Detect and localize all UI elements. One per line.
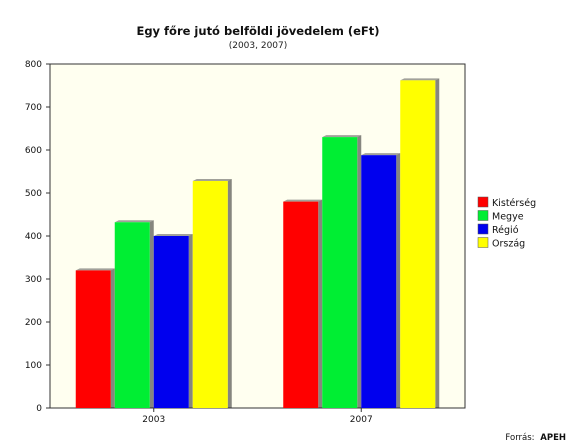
legend-swatch — [477, 223, 489, 235]
legend-label: Ország — [492, 239, 525, 250]
bar — [114, 220, 154, 408]
bar-shade — [318, 199, 323, 408]
legend-swatch — [477, 237, 489, 248]
bar — [322, 135, 362, 408]
bar — [283, 199, 323, 408]
chart-subtitle: (2003, 2007) — [229, 41, 288, 51]
bar — [75, 268, 115, 408]
bar-shade — [110, 268, 115, 408]
bar-shade — [188, 234, 193, 408]
y-tick-label: 600 — [25, 146, 42, 156]
source-label: Forrás: — [505, 433, 534, 443]
bar-top — [400, 78, 440, 81]
x-tick-label: 2003 — [142, 415, 165, 425]
y-tick-label: 400 — [25, 232, 42, 242]
y-tick-label: 800 — [25, 60, 42, 70]
chart-title: Egy főre jutó belföldi jövedelem (eFt) — [136, 24, 379, 38]
y-tick-label: 200 — [25, 318, 42, 328]
bar-top — [361, 153, 401, 156]
y-tick-label: 100 — [25, 361, 42, 371]
y-tick-label: 300 — [25, 275, 42, 285]
bar-shade — [357, 135, 362, 408]
source-note: Forrás: APEH — [505, 433, 566, 443]
bar-top — [283, 199, 323, 202]
y-tick-label: 0 — [36, 404, 42, 414]
bar-face — [192, 180, 228, 408]
x-tick-label: 2007 — [350, 415, 373, 425]
bar-face — [361, 155, 397, 408]
bar-top — [153, 234, 193, 236]
source-value: APEH — [540, 433, 566, 443]
bar-shade — [396, 153, 401, 408]
bar-face — [283, 201, 319, 408]
legend: Kistérség Megye Régió Ország — [477, 196, 536, 250]
y-tick-label: 500 — [25, 189, 42, 199]
bar-shade — [227, 178, 232, 408]
bar-top — [322, 135, 362, 138]
legend-label: Kistérség — [492, 198, 536, 209]
bar-top — [75, 268, 115, 271]
bar-face — [114, 222, 150, 408]
bar — [153, 234, 193, 408]
y-tick-label: 700 — [25, 103, 42, 113]
bar-top — [114, 220, 154, 223]
legend-swatch — [477, 210, 489, 221]
bar — [400, 78, 440, 408]
bar-face — [322, 137, 358, 408]
legend-swatch — [477, 196, 489, 208]
bar-shade — [435, 78, 440, 408]
x-axis: 2003 2007 — [142, 408, 373, 425]
bar-face — [400, 80, 436, 408]
legend-label: Megye — [492, 212, 524, 223]
bar-face — [153, 236, 189, 408]
bars — [75, 78, 440, 408]
y-axis: 0 100 200 300 400 500 600 700 800 — [25, 60, 50, 414]
bar — [361, 153, 401, 408]
legend-label: Régió — [492, 225, 519, 236]
bar-face — [75, 270, 111, 408]
bar-top — [192, 178, 232, 181]
bar — [192, 178, 232, 408]
bar-shade — [149, 220, 154, 408]
